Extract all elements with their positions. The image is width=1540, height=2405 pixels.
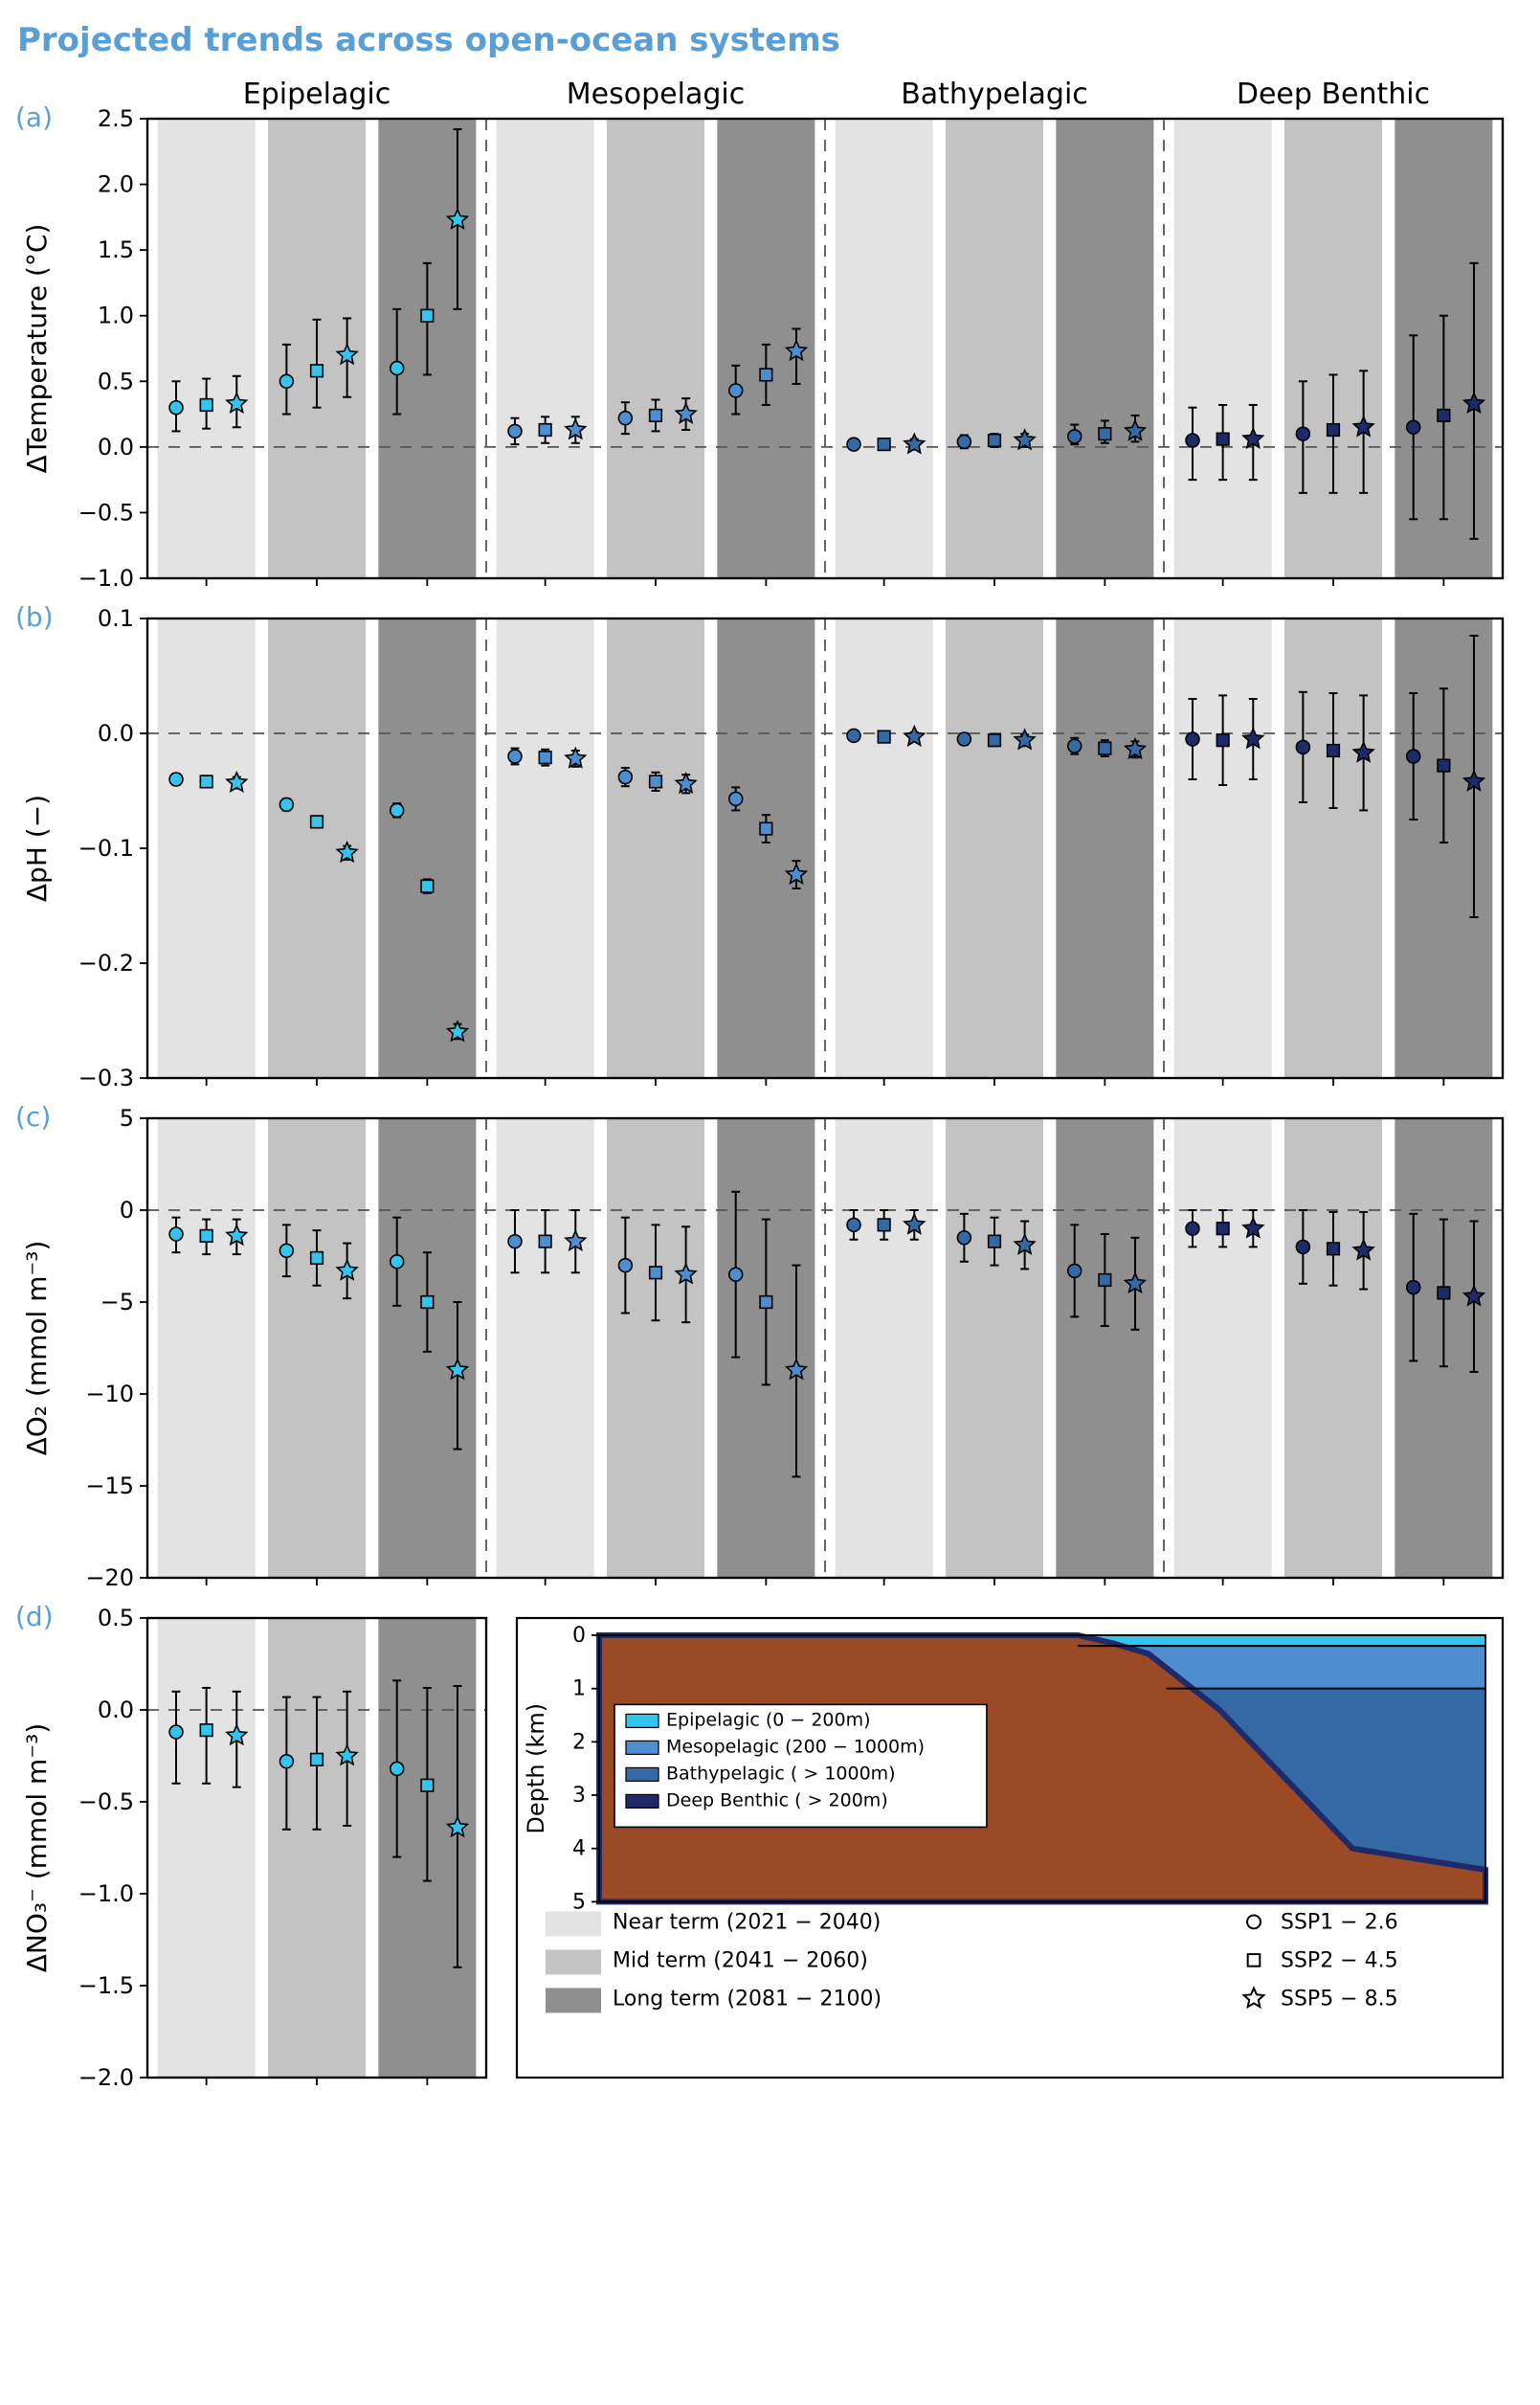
svg-text:−0.5: −0.5 <box>78 1788 134 1815</box>
term-band <box>268 1118 366 1578</box>
svg-text:0.5: 0.5 <box>98 368 134 394</box>
term-label: Near term (2021 − 2040) <box>613 1910 881 1934</box>
depth-tick: 4 <box>572 1837 586 1861</box>
figure-title: Projected trends across open-ocean syste… <box>17 21 1527 59</box>
layer-legend-label: Mesopelagic (200 − 1000m) <box>666 1736 925 1757</box>
svg-text:−0.1: −0.1 <box>78 835 134 862</box>
depth-axis-label: Depth (km) <box>523 1703 549 1834</box>
svg-text:−0.2: −0.2 <box>78 950 134 977</box>
svg-text:0.0: 0.0 <box>98 1697 134 1723</box>
svg-text:2.5: 2.5 <box>98 105 134 132</box>
term-band <box>1174 1118 1272 1578</box>
term-band <box>268 618 366 1078</box>
group-header: Deep Benthic <box>1237 78 1430 111</box>
y-axis-label: ΔNO₃⁻ (mmol m⁻³) <box>21 1723 53 1973</box>
term-band <box>378 618 476 1078</box>
term-swatch <box>546 1911 601 1936</box>
svg-text:2.0: 2.0 <box>98 171 134 198</box>
y-axis-label: ΔTemperature (°C) <box>21 224 53 474</box>
svg-text:−1.5: −1.5 <box>78 1972 134 1999</box>
depth-tick: 1 <box>572 1677 586 1701</box>
svg-text:1.0: 1.0 <box>98 303 134 329</box>
term-band <box>497 119 594 578</box>
svg-text:−5: −5 <box>100 1289 134 1315</box>
term-band <box>836 618 933 1078</box>
svg-text:−10: −10 <box>85 1381 134 1407</box>
term-band <box>946 1118 1043 1578</box>
panel-label-d: (d) <box>15 1601 54 1632</box>
svg-text:0.0: 0.0 <box>98 434 134 461</box>
layer-legend-label: Bathypelagic ( > 1000m) <box>666 1763 896 1784</box>
figure-wrap: Epipelagic Mesopelagic Bathypelagic Deep Be… <box>13 65 1527 2392</box>
svg-text:0.1: 0.1 <box>98 605 134 632</box>
term-band <box>1395 618 1492 1078</box>
term-band <box>1174 618 1272 1078</box>
svg-text:−2.0: −2.0 <box>78 2064 134 2091</box>
term-band <box>946 119 1043 578</box>
svg-text:−15: −15 <box>85 1472 134 1499</box>
term-band <box>497 1118 594 1578</box>
svg-text:0: 0 <box>120 1197 134 1224</box>
term-band <box>1174 119 1272 578</box>
term-band <box>1284 119 1382 578</box>
term-band <box>607 618 704 1078</box>
term-band <box>717 618 815 1078</box>
term-band <box>1284 618 1382 1078</box>
term-band <box>607 1118 704 1578</box>
svg-text:−1.0: −1.0 <box>78 1880 134 1907</box>
term-band <box>158 1118 256 1578</box>
term-band <box>946 618 1043 1078</box>
svg-text:−0.3: −0.3 <box>78 1065 134 1091</box>
svg-text:−1.0: −1.0 <box>78 565 134 592</box>
term-band <box>1284 1118 1382 1578</box>
figure-svg: Epipelagic Mesopelagic Bathypelagic Deep Be… <box>13 65 1516 2392</box>
term-band <box>158 119 256 578</box>
depth-tick: 3 <box>572 1784 586 1808</box>
term-band <box>1056 618 1153 1078</box>
y-axis-label: ΔO₂ (mmol m⁻³) <box>21 1241 53 1456</box>
scenario-label: SSP5 − 8.5 <box>1281 1987 1398 2011</box>
svg-text:5: 5 <box>120 1105 134 1132</box>
term-band <box>497 618 594 1078</box>
term-swatch <box>546 1949 601 1974</box>
term-label: Mid term (2041 − 2060) <box>613 1948 868 1972</box>
svg-text:−0.5: −0.5 <box>78 499 134 526</box>
layer-legend-label: Epipelagic (0 − 200m) <box>666 1709 871 1730</box>
term-band <box>836 119 933 578</box>
group-header: Epipelagic <box>243 78 391 111</box>
depth-tick: 2 <box>572 1730 586 1754</box>
term-swatch <box>546 1988 601 2012</box>
depth-tick: 0 <box>572 1624 586 1648</box>
panel-label-c: (c) <box>15 1101 51 1133</box>
term-band <box>1056 119 1153 578</box>
svg-text:0.0: 0.0 <box>98 720 134 747</box>
panel-label-a: (a) <box>15 101 53 133</box>
group-header: Mesopelagic <box>567 78 745 111</box>
svg-text:0.5: 0.5 <box>98 1605 134 1631</box>
term-band <box>158 618 256 1078</box>
layer-legend-label: Deep Benthic ( > 200m) <box>666 1789 888 1810</box>
panel-label-b: (b) <box>15 601 54 633</box>
term-band <box>607 119 704 578</box>
scenario-label: SSP1 − 2.6 <box>1281 1910 1398 1934</box>
term-band <box>836 1118 933 1578</box>
svg-text:−20: −20 <box>85 1564 134 1591</box>
svg-text:1.5: 1.5 <box>98 236 134 263</box>
term-band <box>268 1618 366 2078</box>
term-band <box>1056 1118 1153 1578</box>
term-label: Long term (2081 − 2100) <box>613 1987 882 2011</box>
scenario-label: SSP2 − 4.5 <box>1281 1948 1398 1972</box>
group-header: Bathypelagic <box>901 78 1088 111</box>
y-axis-label: ΔpH (−) <box>21 795 53 902</box>
depth-tick: 5 <box>572 1890 586 1914</box>
